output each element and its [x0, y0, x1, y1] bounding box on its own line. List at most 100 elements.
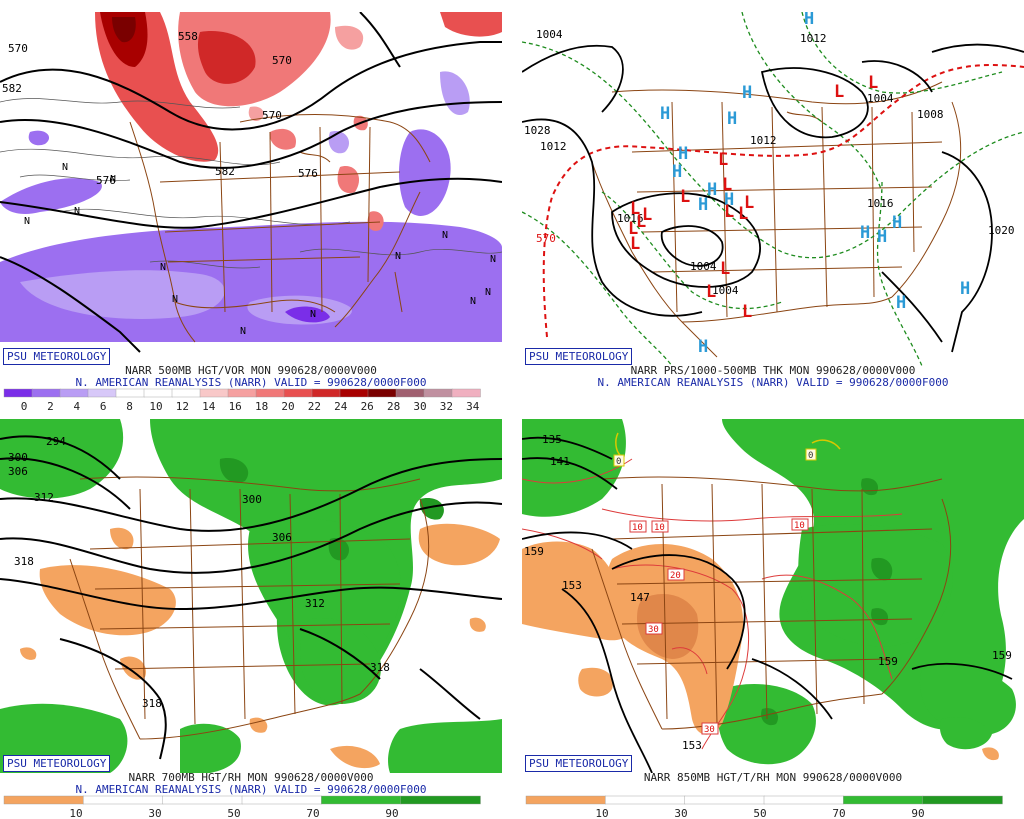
svg-text:1004: 1004: [536, 28, 563, 41]
svg-text:570: 570: [8, 42, 28, 55]
colorbar-tick-label: 34: [466, 400, 480, 412]
svg-text:L: L: [718, 150, 728, 170]
svg-text:H: H: [960, 279, 970, 299]
svg-text:159: 159: [992, 649, 1012, 662]
svg-text:H: H: [804, 12, 814, 29]
psu-meteorology-badge: PSU METEOROLOGY: [3, 348, 111, 365]
svg-text:H: H: [892, 213, 902, 233]
panel-title-line: NARR 500MB HGT/VOR MON 990628/0000V000: [125, 364, 377, 377]
colorbar-swatch: [31, 388, 61, 398]
svg-text:10: 10: [654, 523, 665, 533]
svg-text:0: 0: [808, 451, 813, 461]
svg-text:576: 576: [298, 167, 318, 180]
svg-text:10: 10: [794, 521, 805, 531]
colorbar-tick-label: 70: [306, 807, 319, 819]
svg-text:H: H: [727, 109, 737, 129]
colorbar-swatch: [423, 388, 453, 398]
svg-text:153: 153: [682, 739, 702, 752]
colorbar-tick-label: 8: [126, 400, 133, 412]
svg-text:312: 312: [34, 491, 54, 504]
colorbar-tick-label: 50: [753, 807, 766, 819]
colorbar-tick-label: 22: [308, 400, 321, 412]
colorbar-tick-label: 10: [149, 400, 162, 412]
colorbar-swatch: [763, 795, 845, 805]
svg-text:1004: 1004: [867, 92, 894, 105]
psu-meteorology-badge: PSU METEOROLOGY: [525, 755, 633, 772]
svg-text:300: 300: [242, 493, 262, 506]
svg-text:H: H: [707, 180, 717, 200]
svg-text:N: N: [395, 251, 401, 262]
svg-text:N: N: [442, 230, 448, 241]
colorbar-tick-label: 0: [21, 400, 28, 412]
colorbar-swatch: [171, 388, 201, 398]
svg-text:1016: 1016: [867, 197, 894, 210]
panel-valid-line: N. AMERICAN REANALYSIS (NARR) VALID = 99…: [75, 783, 427, 796]
svg-text:0: 0: [616, 457, 621, 467]
svg-text:570: 570: [262, 109, 282, 122]
panel-title-line: NARR PRS/1000-500MB THK MON 990628/0000V…: [630, 364, 916, 377]
rh-700mb-colorbar: 10 30 50 70 90: [3, 795, 481, 819]
svg-text:294: 294: [46, 435, 66, 448]
svg-text:1008: 1008: [917, 108, 944, 121]
colorbar-tick-label: 30: [674, 807, 687, 819]
colorbar-swatch: [227, 388, 257, 398]
svg-text:153: 153: [562, 579, 582, 592]
colorbar-swatch: [367, 388, 397, 398]
svg-text:L: L: [706, 282, 716, 302]
svg-text:30: 30: [704, 725, 715, 735]
temp-label-0-b: 0: [805, 448, 817, 461]
svg-text:N: N: [24, 216, 30, 227]
psu-meteorology-badge: PSU METEOROLOGY: [525, 348, 633, 365]
colorbar-tick-label: 32: [440, 400, 453, 412]
svg-text:30: 30: [648, 625, 659, 635]
colorbar-tick-label: 90: [911, 807, 924, 819]
colorbar-tick-label: 90: [385, 807, 398, 819]
colorbar-tick-label: 30: [413, 400, 426, 412]
svg-text:L: L: [724, 202, 734, 222]
colorbar-swatch: [143, 388, 173, 398]
svg-text:H: H: [698, 337, 708, 357]
pressure-thickness-map: 1004 1028 1012 1012 1004 1016 1020 1004 1012 1…: [522, 12, 1024, 366]
colorbar-tick-label: 12: [176, 400, 189, 412]
svg-text:306: 306: [8, 465, 28, 478]
colorbar-tick-label: 6: [100, 400, 107, 412]
svg-text:N: N: [160, 262, 166, 273]
svg-text:L: L: [744, 193, 754, 213]
svg-text:L: L: [630, 199, 640, 219]
svg-text:H: H: [660, 104, 670, 124]
panel-700mb-rh: 294 300 306 312 300 306 318 312 318 318 PSU ME…: [0, 419, 502, 819]
colorbar-swatch: [311, 388, 341, 398]
colorbar-swatch: [3, 388, 33, 398]
svg-text:1012: 1012: [800, 32, 827, 45]
panel-title-line: NARR 700MB HGT/RH MON 990628/0000V000: [128, 771, 374, 784]
temperature-850mb-colorbar: 10 30 50 70 90: [525, 795, 1003, 819]
svg-text:H: H: [860, 223, 870, 243]
svg-text:L: L: [680, 187, 690, 207]
colorbar-swatch: [241, 795, 323, 805]
svg-text:1028: 1028: [524, 124, 551, 137]
svg-text:582: 582: [2, 82, 22, 95]
svg-text:H: H: [896, 293, 906, 313]
svg-text:570: 570: [536, 232, 556, 245]
colorbar-tick-label: 2: [47, 400, 54, 412]
colorbar-tick-label: 16: [229, 400, 242, 412]
colorbar-swatch: [3, 795, 85, 805]
colorbar-tick-label: 50: [227, 807, 240, 819]
colorbar-swatch: [283, 388, 313, 398]
svg-text:L: L: [834, 82, 844, 102]
svg-text:20: 20: [670, 571, 681, 581]
colorbar-swatch: [87, 388, 117, 398]
svg-text:L: L: [722, 175, 732, 195]
svg-text:L: L: [628, 219, 638, 239]
vorticity-map: 570 582 576 576 570 582 558 570 NNN NNN …: [0, 12, 502, 366]
svg-text:L: L: [642, 205, 652, 225]
svg-text:147: 147: [630, 591, 650, 604]
svg-text:1016: 1016: [617, 212, 644, 225]
colorbar-tick-label: 10: [69, 807, 82, 819]
svg-text:L: L: [738, 204, 748, 224]
svg-text:N: N: [240, 326, 246, 337]
temp-label-0: 0: [613, 454, 625, 467]
panel-850mb-temperature: 135 141 159 153 147 159 153 159 0 0 10 10 10 …: [522, 419, 1024, 819]
